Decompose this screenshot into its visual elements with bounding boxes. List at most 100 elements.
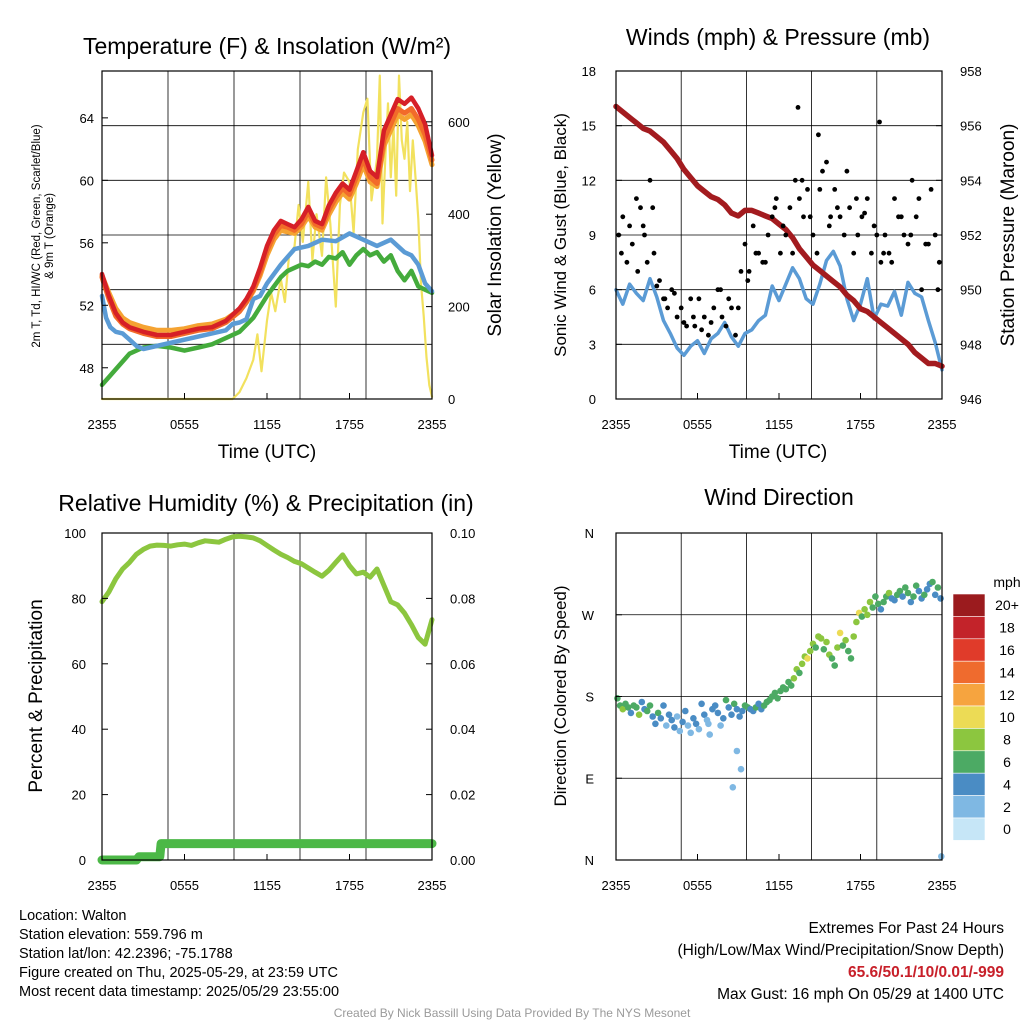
dir-point (850, 633, 857, 640)
rh-ylabel: Percent & Precipitation (26, 599, 47, 792)
station-info: Location: Walton Station elevation: 559.… (19, 907, 339, 1002)
rh-y2tick-label: 0.00 (450, 853, 475, 868)
extremes-title: Extremes For Past 24 Hours (808, 920, 1004, 937)
dir-point (842, 636, 849, 644)
wind-gust-point (919, 287, 924, 293)
wind-gust-point (718, 287, 723, 293)
wind-gust-point (619, 250, 624, 256)
colorbar-label: 10 (999, 709, 1015, 725)
dir-point (912, 582, 920, 589)
dir-point (676, 727, 684, 735)
wind-xtick-label: 1155 (765, 417, 793, 432)
wind-gust-point (780, 223, 786, 229)
dir-point (902, 584, 909, 591)
dir-point (910, 593, 917, 600)
wind-gust-point (629, 241, 635, 247)
wind-gust-point (733, 332, 738, 338)
wind-gust-point (627, 223, 632, 229)
wind-series-pressure (613, 103, 945, 369)
wind-gust-point (696, 296, 702, 302)
wind-gust-point (750, 223, 756, 229)
wind-gust-point (828, 214, 833, 220)
max-gust: Max Gust: 16 mph On 05/29 at 1400 UTC (717, 986, 1004, 1003)
wind-ytick-label: 12 (582, 173, 596, 188)
wind-title: Winds (mph) & Pressure (mb) (626, 24, 930, 50)
wind-y2tick-label: 952 (960, 228, 982, 243)
temp-xtick-label: 2355 (418, 417, 447, 432)
dir-point (771, 689, 779, 697)
wind-gust-point (769, 214, 775, 220)
dir-point (806, 647, 814, 655)
wind-gust-point (926, 241, 931, 247)
dir-point (657, 715, 665, 722)
wind-gust-point (851, 250, 857, 256)
wind-gust-point (765, 232, 771, 238)
dir-point (684, 722, 692, 729)
dir-point (869, 604, 876, 611)
rh-y2tick-label: 0.08 (450, 591, 475, 606)
dir-point (787, 682, 795, 689)
rh-ytick-label: 20 (72, 788, 86, 803)
colorbar-swatch (952, 772, 986, 796)
dir-xtick-label: 2355 (928, 878, 957, 893)
colorbar-swatch (952, 683, 986, 707)
wind-gust-point (871, 223, 877, 229)
wind-gust-point (650, 205, 656, 211)
wind-y2tick-label: 950 (960, 283, 982, 298)
dir-point (739, 707, 746, 715)
wind-gust-point (735, 305, 741, 311)
dir-point (660, 702, 667, 709)
rh-xtick-label: 2355 (88, 878, 117, 893)
wind-gust-point (635, 269, 641, 274)
temp-xlabel: Time (UTC) (218, 442, 317, 463)
colorbar-swatch (952, 638, 986, 662)
temp-y2label: Solar Insolation (Yellow) (485, 133, 506, 336)
wind-gust-point (699, 327, 704, 333)
dir-point (720, 715, 727, 722)
wind-gust-point (691, 314, 696, 320)
wind-gust-point (795, 105, 801, 110)
colorbar-label: 18 (999, 620, 1015, 636)
wind-gust-point (801, 214, 806, 220)
dir-point (736, 713, 743, 720)
wind-gust-point (837, 214, 843, 220)
wind-gust-point (805, 187, 810, 192)
wind-gust-point (820, 168, 825, 174)
wind-y2tick-label: 948 (960, 337, 982, 352)
wind-y2tick-label: 946 (960, 392, 982, 407)
wind-gust-point (684, 323, 689, 329)
wind-y2label: Station Pressure (Maroon) (998, 124, 1019, 347)
wind-gust-point (692, 323, 698, 329)
wind-gust-point (889, 259, 895, 265)
dir-point (834, 644, 841, 651)
dir-point (812, 644, 819, 651)
wind-ytick-label: 18 (582, 64, 596, 79)
dir-point (663, 722, 670, 729)
dir-point (730, 700, 738, 708)
dir-point (931, 591, 939, 599)
dir-point (798, 660, 806, 668)
wind-gust-point (913, 214, 919, 220)
wind-gust-point (640, 223, 646, 229)
colorbar-label: 12 (999, 687, 1015, 703)
dir-point (872, 593, 879, 600)
temperature-panel: Temperature (F) & Insolation (W/m²) Time… (31, 33, 506, 463)
wind-gust-point (729, 305, 734, 311)
temp-ytick-label: 56 (80, 236, 94, 251)
wind-gust-point (810, 232, 816, 238)
wind-gust-point (797, 196, 802, 202)
temp-y2tick-label: 600 (448, 115, 470, 130)
rh-y2tick-label: 0.10 (450, 526, 475, 541)
wind-gust-point (665, 305, 670, 311)
rh-ytick-label: 80 (72, 591, 86, 606)
dir-point (690, 715, 697, 722)
wind-gust-point (644, 259, 650, 265)
wind-gust-point (773, 196, 779, 202)
wind-gust-point (711, 305, 717, 311)
dir-point (692, 720, 700, 728)
dir-point (915, 587, 923, 595)
wind-gust-point (905, 241, 911, 247)
dir-point (668, 716, 675, 724)
dir-point (638, 698, 646, 706)
wind-gust-point (878, 259, 884, 265)
